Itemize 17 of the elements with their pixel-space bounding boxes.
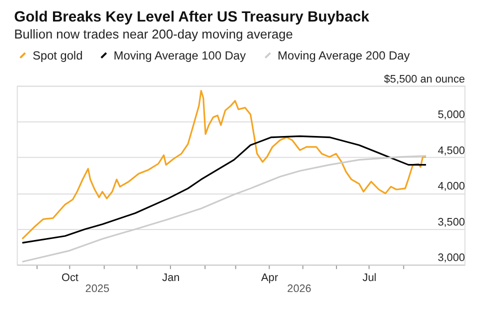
chart-subtitle: Bullion now trades near 200-day moving average [14, 26, 293, 42]
legend-label: Spot gold [32, 48, 83, 62]
y-tick-label: 4,500 [438, 144, 465, 157]
legend-label: Moving Average 100 Day [114, 48, 246, 62]
legend-label: Moving Average 200 Day [278, 48, 410, 62]
x2-tick-label: 2025 [85, 282, 110, 295]
x-tick-label: Jul [362, 272, 376, 284]
y-tick-label: $5,500 an ounce [384, 73, 465, 86]
y-tick-label: 5,000 [438, 109, 465, 122]
x-tick-label: Apr [261, 272, 278, 284]
y-tick-label: 4,000 [438, 180, 465, 193]
chart-title: Gold Breaks Key Level After US Treasury Buyback [14, 10, 370, 26]
y-tick-label: 3,000 [438, 252, 465, 264]
y-tick-label: 3,500 [438, 216, 465, 228]
x2-tick-label: 2026 [287, 282, 312, 295]
x-tick-label: Jan [162, 272, 180, 284]
x-tick-label: Oct [62, 272, 78, 284]
